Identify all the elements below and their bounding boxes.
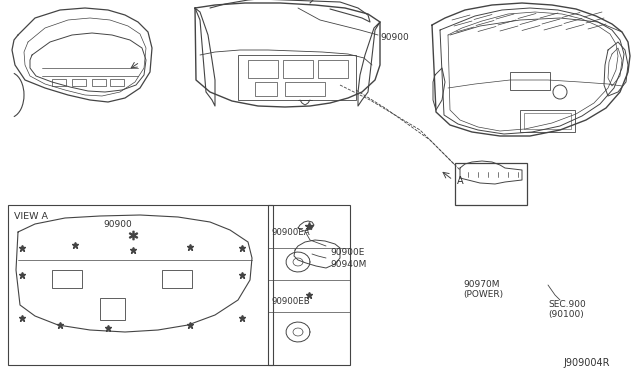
Bar	[520, 110, 575, 132]
Bar	[8, 205, 273, 365]
Text: J909004R: J909004R	[563, 358, 609, 368]
Bar	[524, 113, 571, 129]
Text: 90900EB: 90900EB	[272, 297, 311, 306]
Bar	[110, 79, 124, 86]
Text: 90900: 90900	[380, 33, 409, 42]
Text: 90900E: 90900E	[330, 248, 364, 257]
Text: (90100): (90100)	[548, 310, 584, 319]
Bar	[248, 60, 278, 78]
Bar	[238, 55, 356, 100]
Bar	[285, 82, 325, 96]
Text: (POWER): (POWER)	[463, 290, 503, 299]
Text: A: A	[457, 176, 463, 186]
Text: VIEW A: VIEW A	[14, 212, 48, 221]
Bar	[255, 82, 277, 96]
Bar	[283, 60, 313, 78]
Text: 90970M: 90970M	[463, 280, 499, 289]
Bar	[72, 79, 86, 86]
Text: 90900EA: 90900EA	[272, 228, 310, 237]
Bar	[268, 205, 350, 365]
Bar	[162, 270, 192, 288]
Text: 90940M: 90940M	[330, 260, 366, 269]
Bar	[100, 298, 125, 320]
Bar	[455, 163, 527, 205]
Bar	[510, 72, 550, 90]
Text: SEC.900: SEC.900	[548, 300, 586, 309]
Text: 90900: 90900	[104, 220, 132, 229]
Bar	[52, 79, 66, 86]
Bar	[92, 79, 106, 86]
Bar	[52, 270, 82, 288]
Bar	[318, 60, 348, 78]
